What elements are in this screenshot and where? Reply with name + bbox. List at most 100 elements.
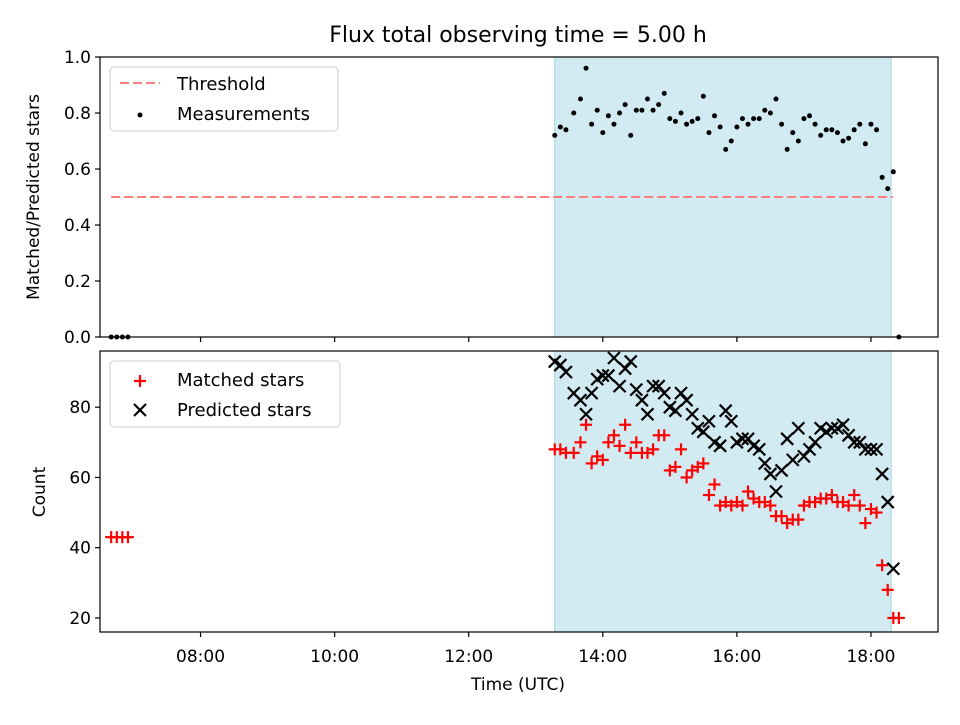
matched-star-point xyxy=(680,471,693,484)
x-tick-label: 16:00 xyxy=(712,647,761,667)
y-tick-label: 20 xyxy=(69,609,91,629)
measurement-point xyxy=(751,116,757,122)
star-count-points xyxy=(105,351,905,624)
measurement-point xyxy=(667,116,673,122)
predicted-star-point xyxy=(668,403,683,418)
matched-star-point xyxy=(630,436,643,449)
predicted-star-point xyxy=(635,393,649,407)
measurement-point xyxy=(723,146,729,152)
measurement-point xyxy=(571,110,577,116)
matched-star-point xyxy=(607,429,620,442)
bottom-plot-frame xyxy=(99,350,939,633)
y-tick-label: 0.2 xyxy=(64,272,91,292)
measurement-point xyxy=(589,121,595,127)
measurement-point xyxy=(672,118,678,124)
predicted-star-point xyxy=(825,421,839,436)
predicted-star-point xyxy=(679,393,694,407)
predicted-star-point xyxy=(780,432,794,446)
chart-title: Flux total observing time = 5.00 h xyxy=(329,23,707,48)
measurement-point xyxy=(840,138,846,144)
measurement-point xyxy=(633,107,639,113)
y-tick-label: 0.4 xyxy=(64,216,91,236)
predicted-star-point xyxy=(629,382,644,397)
measurement-point xyxy=(801,116,807,122)
measurement-point xyxy=(879,174,885,180)
predicted-star-point xyxy=(579,407,593,422)
matched-star-point xyxy=(658,429,671,442)
measurement-point xyxy=(795,138,801,144)
predicted-star-point xyxy=(702,414,716,429)
predicted-star-point xyxy=(584,386,599,400)
predicted-star-point xyxy=(735,432,750,446)
measurement-point xyxy=(594,107,600,113)
predicted-star-point xyxy=(880,495,895,509)
measurement-point xyxy=(790,130,796,136)
measurement-point xyxy=(695,116,701,122)
matched-star-point xyxy=(764,499,777,512)
bottom-x-axis: 08:00 10:00 12:00 14:00 16:00 18:00 xyxy=(176,632,895,667)
measurement-point xyxy=(784,146,790,152)
matched-star-point xyxy=(702,489,715,502)
measurement-point xyxy=(773,96,779,102)
matched-star-point xyxy=(736,499,749,512)
measurement-point xyxy=(689,118,695,124)
matched-star-point xyxy=(567,446,580,459)
measurement-point xyxy=(739,116,745,122)
predicted-star-point xyxy=(847,435,861,450)
measurement-point xyxy=(818,132,824,138)
measurement-point xyxy=(890,169,896,175)
x-tick-label: 08:00 xyxy=(176,647,225,667)
x-tick-label: 18:00 xyxy=(846,647,895,667)
measurement-point xyxy=(661,90,667,96)
matched-star-point xyxy=(742,485,755,498)
matched-star-point xyxy=(675,443,688,456)
predicted-star-point xyxy=(573,393,588,407)
measurement-point xyxy=(812,121,818,127)
matched-star-point xyxy=(848,489,861,502)
predicted-star-point xyxy=(640,407,655,422)
measurement-point xyxy=(583,65,589,71)
measurement-point xyxy=(712,113,718,119)
x-axis-label: Time (UTC) xyxy=(470,675,565,695)
measurement-point xyxy=(745,121,751,127)
matched-star-point xyxy=(647,443,660,456)
measurement-point xyxy=(639,107,645,113)
matched-star-point xyxy=(708,478,721,491)
bottom-legend: Matched stars Predicted stars xyxy=(109,360,341,428)
matched-star-point xyxy=(121,531,134,544)
measurement-point xyxy=(552,132,558,138)
predicted-star-point xyxy=(752,442,767,457)
predicted-star-point xyxy=(713,439,727,453)
matched-star-point xyxy=(580,418,593,431)
matched-star-point xyxy=(624,446,637,459)
predicted-star-point xyxy=(601,368,616,383)
matched-star-point xyxy=(619,418,632,431)
matched-star-point xyxy=(842,499,855,512)
measurement-point xyxy=(767,110,773,116)
measurement-point xyxy=(600,130,606,136)
predicted-star-point xyxy=(785,453,800,467)
top-panel: 0.0 0.2 0.4 0.6 0.8 1.0 Matched/Predicted sta… xyxy=(24,48,939,348)
predicted-star-point xyxy=(685,407,699,422)
y-tick-label: 60 xyxy=(69,468,91,488)
predicted-star-point xyxy=(886,561,901,576)
matched-star-point xyxy=(876,559,889,572)
measurement-point xyxy=(557,124,563,130)
measurement-point xyxy=(684,121,690,127)
predicted-star-point xyxy=(646,379,660,393)
predicted-star-point xyxy=(559,365,573,379)
matched-star-point xyxy=(792,513,805,526)
measurement-point xyxy=(874,127,880,133)
matched-star-point xyxy=(574,436,587,449)
measurement-point xyxy=(611,121,617,127)
predicted-star-point xyxy=(769,484,783,499)
predicted-star-point xyxy=(657,386,672,400)
measurement-point xyxy=(650,107,656,113)
measurement-point xyxy=(857,121,863,127)
top-legend-box xyxy=(109,66,339,132)
measurement-point xyxy=(706,130,712,136)
top-y-axis-label: Matched/Predicted stars xyxy=(24,94,44,300)
y-tick-label: 40 xyxy=(69,539,91,559)
matched-legend-swatch xyxy=(134,375,146,387)
